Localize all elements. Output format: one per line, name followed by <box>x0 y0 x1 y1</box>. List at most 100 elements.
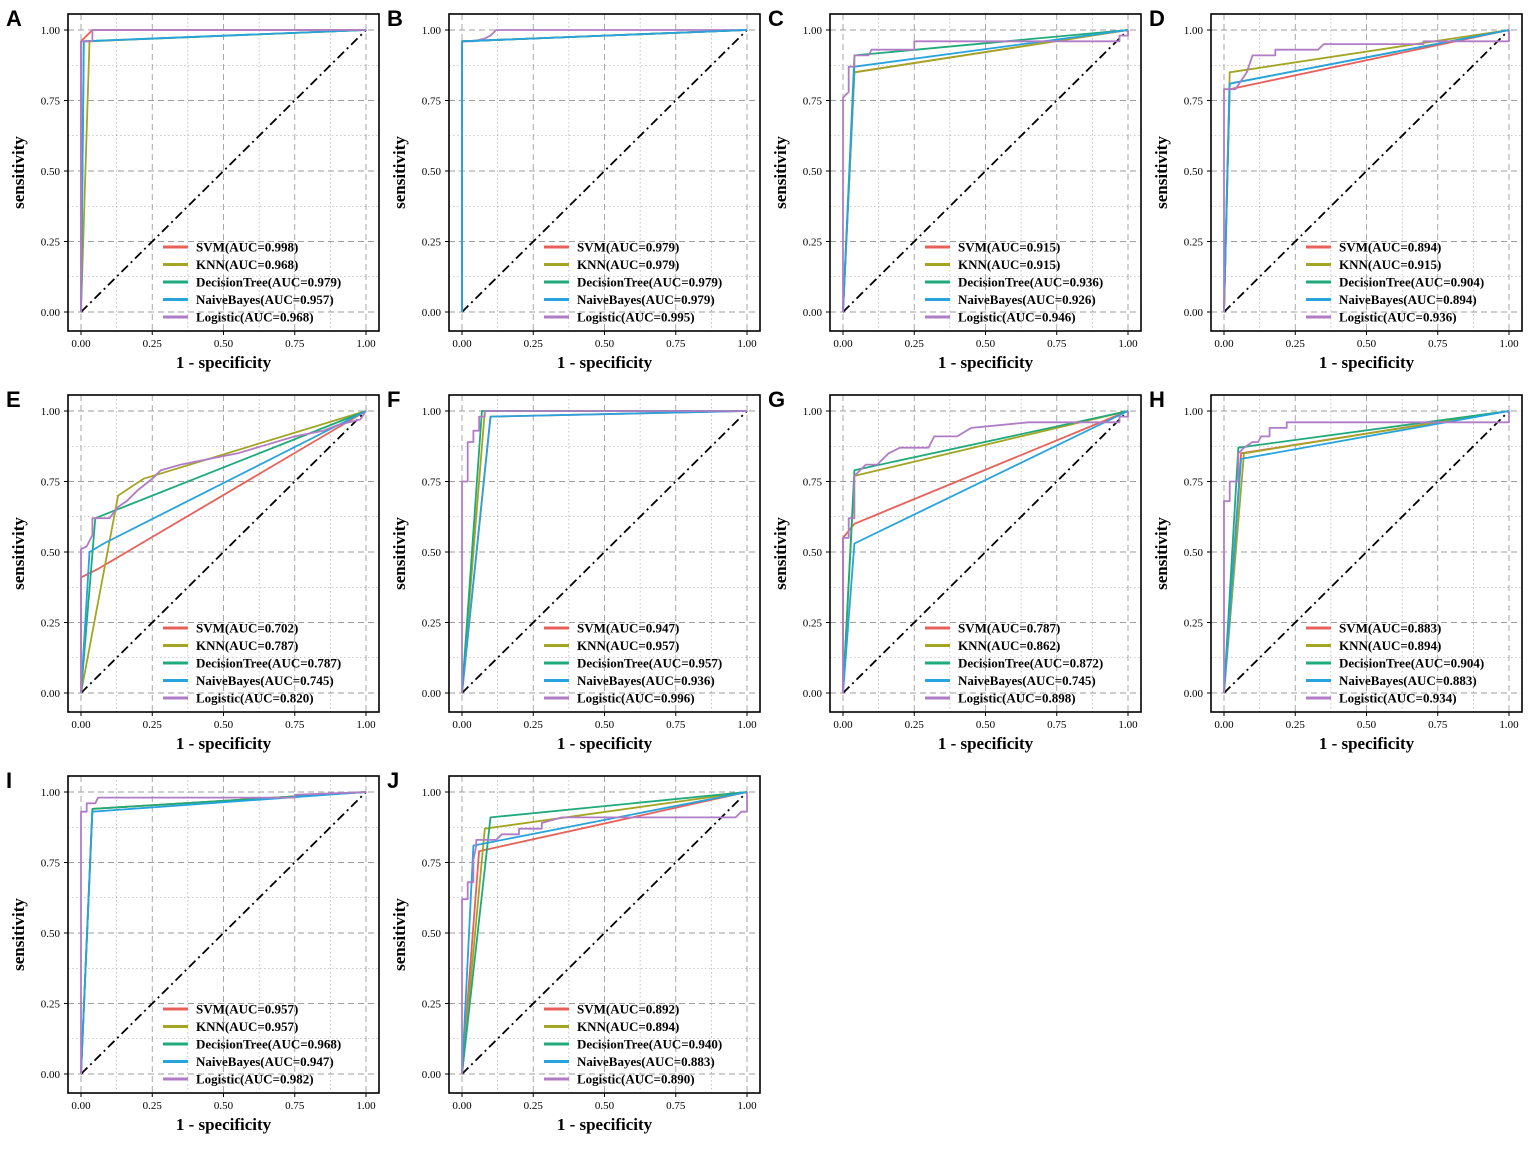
roc-line-logistic <box>80 410 367 693</box>
roc-line-naivebayes <box>461 29 748 312</box>
y-tick-label: 0.50 <box>422 547 442 559</box>
legend-label-naivebayes: NaiveBayes(AUC=0.936) <box>577 673 715 688</box>
panel-letter: H <box>1149 387 1165 412</box>
x-tick-label: 1.00 <box>1118 719 1138 731</box>
x-tick-label: 0.00 <box>71 338 91 350</box>
legend-label-svm: SVM(AUC=0.894) <box>1339 240 1441 255</box>
roc-line-decisiontree <box>461 791 748 1075</box>
x-tick-label: 0.25 <box>1286 719 1306 731</box>
panel-a: A 0.00 0.25 0.50 0.75 1.00 0.00 0.25 0.50 0.75 1.0… <box>6 6 380 372</box>
y-tick-label: 0.50 <box>41 547 61 559</box>
x-tick-label: 0.75 <box>1047 338 1067 350</box>
y-tick-label: 0.25 <box>41 618 61 630</box>
x-tick-label: 1.00 <box>356 1100 376 1112</box>
x-tick-label: 0.75 <box>285 338 305 350</box>
legend-label-logistic: Logistic(AUC=0.936) <box>1339 310 1457 325</box>
y-tick-label: 1.00 <box>41 787 61 799</box>
panel-letter: D <box>1149 6 1165 31</box>
y-tick-label: 0.75 <box>422 858 442 870</box>
y-tick-label: 0.50 <box>41 928 61 940</box>
legend-label-svm: SVM(AUC=0.892) <box>577 1002 679 1017</box>
legend-label-naivebayes: NaiveBayes(AUC=0.883) <box>1339 673 1477 688</box>
x-tick-label: 0.25 <box>143 719 163 731</box>
x-tick-label: 0.50 <box>214 719 234 731</box>
legend-label-knn: KNN(AUC=0.979) <box>577 257 679 272</box>
legend: SVM(AUC=0.915) KNN(AUC=0.915) DecisionTree… <box>925 240 1103 325</box>
y-tick-label: 0.25 <box>422 618 442 630</box>
legend: SVM(AUC=0.998) KNN(AUC=0.968) DecisionTree… <box>163 240 341 325</box>
y-tick-label: 0.75 <box>803 96 823 108</box>
panel-f: F 0.00 0.25 0.50 0.75 1.00 0.00 0.25 0.50 0.75 1.0… <box>387 387 761 753</box>
x-tick-label: 0.25 <box>1286 338 1306 350</box>
x-axis-title: 1 - specificity <box>557 353 653 372</box>
y-tick-label: 0.00 <box>422 688 442 700</box>
roc-line-logistic <box>1223 411 1510 693</box>
x-tick-label: 0.75 <box>666 719 686 731</box>
legend-label-decisiontree: DecisionTree(AUC=0.957) <box>577 656 722 671</box>
legend-label-logistic: Logistic(AUC=0.898) <box>958 691 1076 706</box>
legend: SVM(AUC=0.892) KNN(AUC=0.894) DecisionTree… <box>544 1002 722 1087</box>
legend-label-naivebayes: NaiveBayes(AUC=0.947) <box>196 1054 334 1069</box>
y-tick-label: 0.50 <box>803 166 823 178</box>
roc-line-logistic <box>1223 30 1510 312</box>
legend-label-logistic: Logistic(AUC=0.996) <box>577 691 695 706</box>
panel-e: E 0.00 0.25 0.50 0.75 1.00 0.00 0.25 0.50 0.75 1.0… <box>6 387 380 753</box>
panel-letter: B <box>387 6 403 31</box>
legend-label-naivebayes: NaiveBayes(AUC=0.745) <box>958 673 1096 688</box>
y-tick-label: 0.50 <box>1184 547 1204 559</box>
y-tick-label: 0.25 <box>422 237 442 249</box>
x-tick-label: 0.00 <box>1214 719 1234 731</box>
x-tick-label: 0.00 <box>71 1100 91 1112</box>
x-tick-label: 0.75 <box>285 1100 305 1112</box>
y-tick-label: 0.00 <box>41 688 61 700</box>
x-tick-label: 0.25 <box>524 1100 544 1112</box>
y-tick-label: 0.25 <box>41 237 61 249</box>
y-axis-title: sensitivity <box>390 898 409 971</box>
x-tick-label: 0.00 <box>452 338 472 350</box>
x-tick-label: 0.25 <box>524 338 544 350</box>
x-tick-label: 0.50 <box>976 338 996 350</box>
y-tick-label: 0.75 <box>1184 96 1204 108</box>
legend-label-svm: SVM(AUC=0.915) <box>958 240 1060 255</box>
legend: SVM(AUC=0.947) KNN(AUC=0.957) DecisionTree… <box>544 621 722 706</box>
x-tick-label: 0.75 <box>666 1100 686 1112</box>
roc-line-svm <box>461 791 748 1075</box>
y-tick-label: 0.50 <box>1184 166 1204 178</box>
x-axis-title: 1 - specificity <box>557 1115 653 1134</box>
x-tick-label: 1.00 <box>737 338 757 350</box>
y-tick-label: 1.00 <box>422 787 442 799</box>
x-axis-title: 1 - specificity <box>557 734 653 753</box>
legend-label-decisiontree: DecisionTree(AUC=0.904) <box>1339 275 1484 290</box>
legend-label-logistic: Logistic(AUC=0.934) <box>1339 691 1457 706</box>
x-axis-title: 1 - specificity <box>176 353 272 372</box>
legend-label-naivebayes: NaiveBayes(AUC=0.979) <box>577 292 715 307</box>
roc-line-logistic <box>842 30 1129 312</box>
y-axis-title: sensitivity <box>1152 136 1171 209</box>
x-tick-label: 0.00 <box>71 719 91 731</box>
legend-label-svm: SVM(AUC=0.957) <box>196 1002 298 1017</box>
y-tick-label: 0.00 <box>803 307 823 319</box>
roc-line-naivebayes <box>80 791 367 1075</box>
legend: SVM(AUC=0.979) KNN(AUC=0.979) DecisionTree… <box>544 240 722 325</box>
panel-letter: I <box>6 768 12 793</box>
y-tick-label: 1.00 <box>803 406 823 418</box>
roc-line-decisiontree <box>842 410 1129 694</box>
legend-label-decisiontree: DecisionTree(AUC=0.940) <box>577 1037 722 1052</box>
x-tick-label: 0.50 <box>214 1100 234 1112</box>
x-tick-label: 1.00 <box>737 719 757 731</box>
x-tick-label: 0.50 <box>976 719 996 731</box>
y-tick-label: 0.75 <box>803 477 823 489</box>
panel-j: J 0.00 0.25 0.50 0.75 1.00 0.00 0.25 0.50 0.75 1.0… <box>387 768 761 1134</box>
roc-line-decisiontree <box>1223 410 1510 694</box>
y-tick-label: 0.00 <box>422 1069 442 1081</box>
y-axis-title: sensitivity <box>9 898 28 971</box>
roc-line-naivebayes <box>461 410 748 694</box>
x-tick-label: 1.00 <box>737 1100 757 1112</box>
x-axis-title: 1 - specificity <box>938 353 1034 372</box>
x-tick-label: 0.75 <box>1428 719 1448 731</box>
y-tick-label: 0.25 <box>422 999 442 1011</box>
x-axis-title: 1 - specificity <box>938 734 1034 753</box>
x-tick-label: 0.00 <box>833 338 853 350</box>
y-tick-label: 0.00 <box>1184 307 1204 319</box>
x-tick-label: 1.00 <box>1118 338 1138 350</box>
